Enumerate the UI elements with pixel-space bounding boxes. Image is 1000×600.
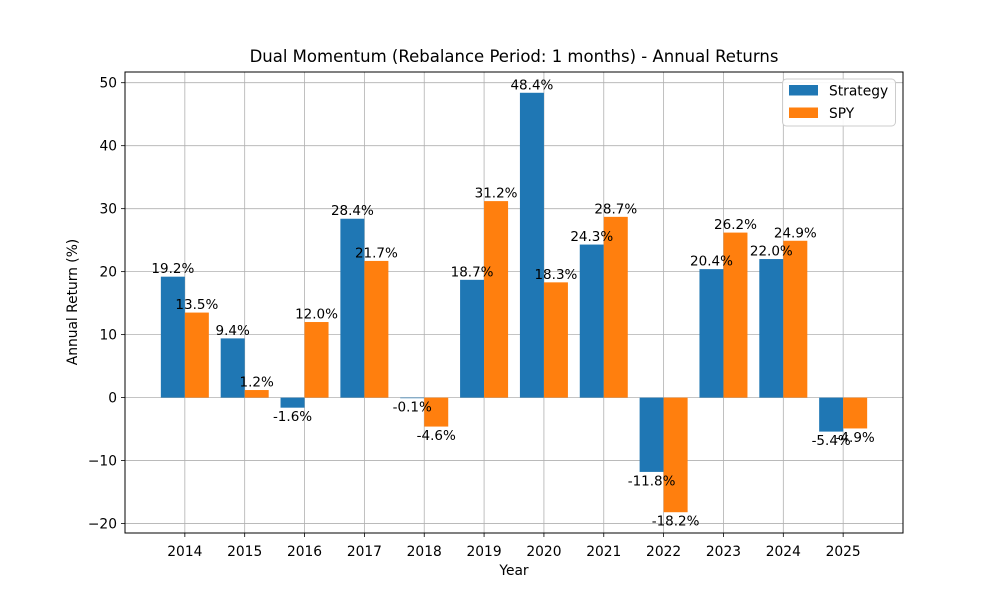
bar-value-label: 22.0% [750,244,793,260]
legend-swatch-spy [789,107,818,118]
x-tick-label: 2018 [407,544,442,560]
x-tick-label: 2019 [467,544,502,560]
x-tick-label: 2016 [287,544,322,560]
bar-strategy-2025 [819,397,844,432]
x-tick-label: 2025 [826,544,861,560]
bar-value-label: -0.1% [393,400,432,416]
y-tick-label: 40 [99,138,117,154]
bar-strategy-2018 [400,397,425,399]
bar-value-label: 9.4% [216,323,250,339]
bar-spy-2017 [364,260,389,398]
legend-label-spy: SPY [829,106,855,122]
x-tick-label: 2021 [586,544,621,560]
bar-value-label: 13.5% [175,297,218,313]
x-axis-label: Year [498,563,529,579]
chart-title: Dual Momentum (Rebalance Period: 1 month… [250,47,779,66]
bar-strategy-2023 [699,269,724,398]
bar-value-label: 28.4% [331,203,374,219]
x-tick-label: 2014 [167,544,202,560]
plot-frame [124,71,904,534]
bar-strategy-2020 [519,92,544,398]
bar-value-label: -4.6% [417,428,456,444]
bar-value-label: -11.8% [628,473,676,489]
value-label-layer: 19.2% 9.4% -1.6% 28.4% -0.1% 18.7% 48.4% 24.3% -… [151,77,875,529]
bar-value-label: 18.7% [451,264,494,280]
bar-spy-2016 [304,322,329,398]
bar-strategy-2022 [639,397,664,472]
y-tick-label: −10 [88,453,117,469]
bar-value-label: 48.4% [510,77,553,93]
y-tick-label: −20 [88,516,117,532]
bar-value-label: 18.3% [534,267,577,283]
bar-spy-2024 [783,240,808,398]
x-tick-label: 2022 [646,544,681,560]
bar-value-label: 1.2% [240,375,274,391]
bar-spy-2019 [484,201,509,398]
bar-strategy-2024 [759,259,784,398]
bar-spy-2022 [663,397,688,513]
legend-swatch-strategy [789,85,818,96]
bar-value-label: 19.2% [151,261,194,277]
bar-value-label: 24.3% [570,229,613,245]
y-tick-label: 50 [99,76,117,92]
y-tick-label: 30 [99,201,117,217]
y-tick-label: 0 [108,390,117,406]
bar-strategy-2015 [220,338,245,398]
bar-value-label: -5.4% [812,433,851,449]
x-tick-label: 2017 [347,544,382,560]
x-tick-label: 2023 [706,544,741,560]
bar-value-label: 21.7% [355,245,398,261]
bars-layer [160,92,868,513]
legend-label-strategy: Strategy [829,84,888,100]
x-tick-label: 2015 [227,544,262,560]
bar-value-label: 28.7% [594,201,637,217]
bar-spy-2014 [184,312,209,398]
x-tick-label: 2020 [526,544,561,560]
bar-spy-2023 [723,232,748,398]
bar-spy-2020 [543,282,568,398]
bar-value-label: 12.0% [295,307,338,323]
x-tick-label: 2024 [766,544,801,560]
bar-spy-2018 [424,397,449,427]
bar-value-label: -4.9% [836,430,875,446]
y-tick-label: 10 [99,327,117,343]
bar-value-label: 20.4% [690,254,733,270]
bar-value-label: 31.2% [475,186,518,202]
bar-spy-2015 [244,390,269,398]
legend: Strategy SPY [782,78,896,127]
bar-strategy-2017 [340,218,365,398]
bar-strategy-2019 [460,279,485,398]
bar-strategy-2014 [160,276,185,398]
axis-layer: −20 −10 0 10 20 30 40 50 2014 2015 2016 2017 2018 201… [88,76,861,560]
bar-value-label: 26.2% [714,217,757,233]
bar-value-label: -1.6% [273,409,312,425]
y-axis-label: Annual Return (%) [65,239,81,365]
y-tick-label: 20 [99,264,117,280]
bar-strategy-2021 [579,244,604,398]
bar-value-label: -18.2% [652,514,700,530]
bar-value-label: 24.9% [774,225,817,241]
bar-spy-2021 [603,216,628,398]
bar-strategy-2016 [280,397,305,408]
bar-spy-2025 [843,397,868,429]
